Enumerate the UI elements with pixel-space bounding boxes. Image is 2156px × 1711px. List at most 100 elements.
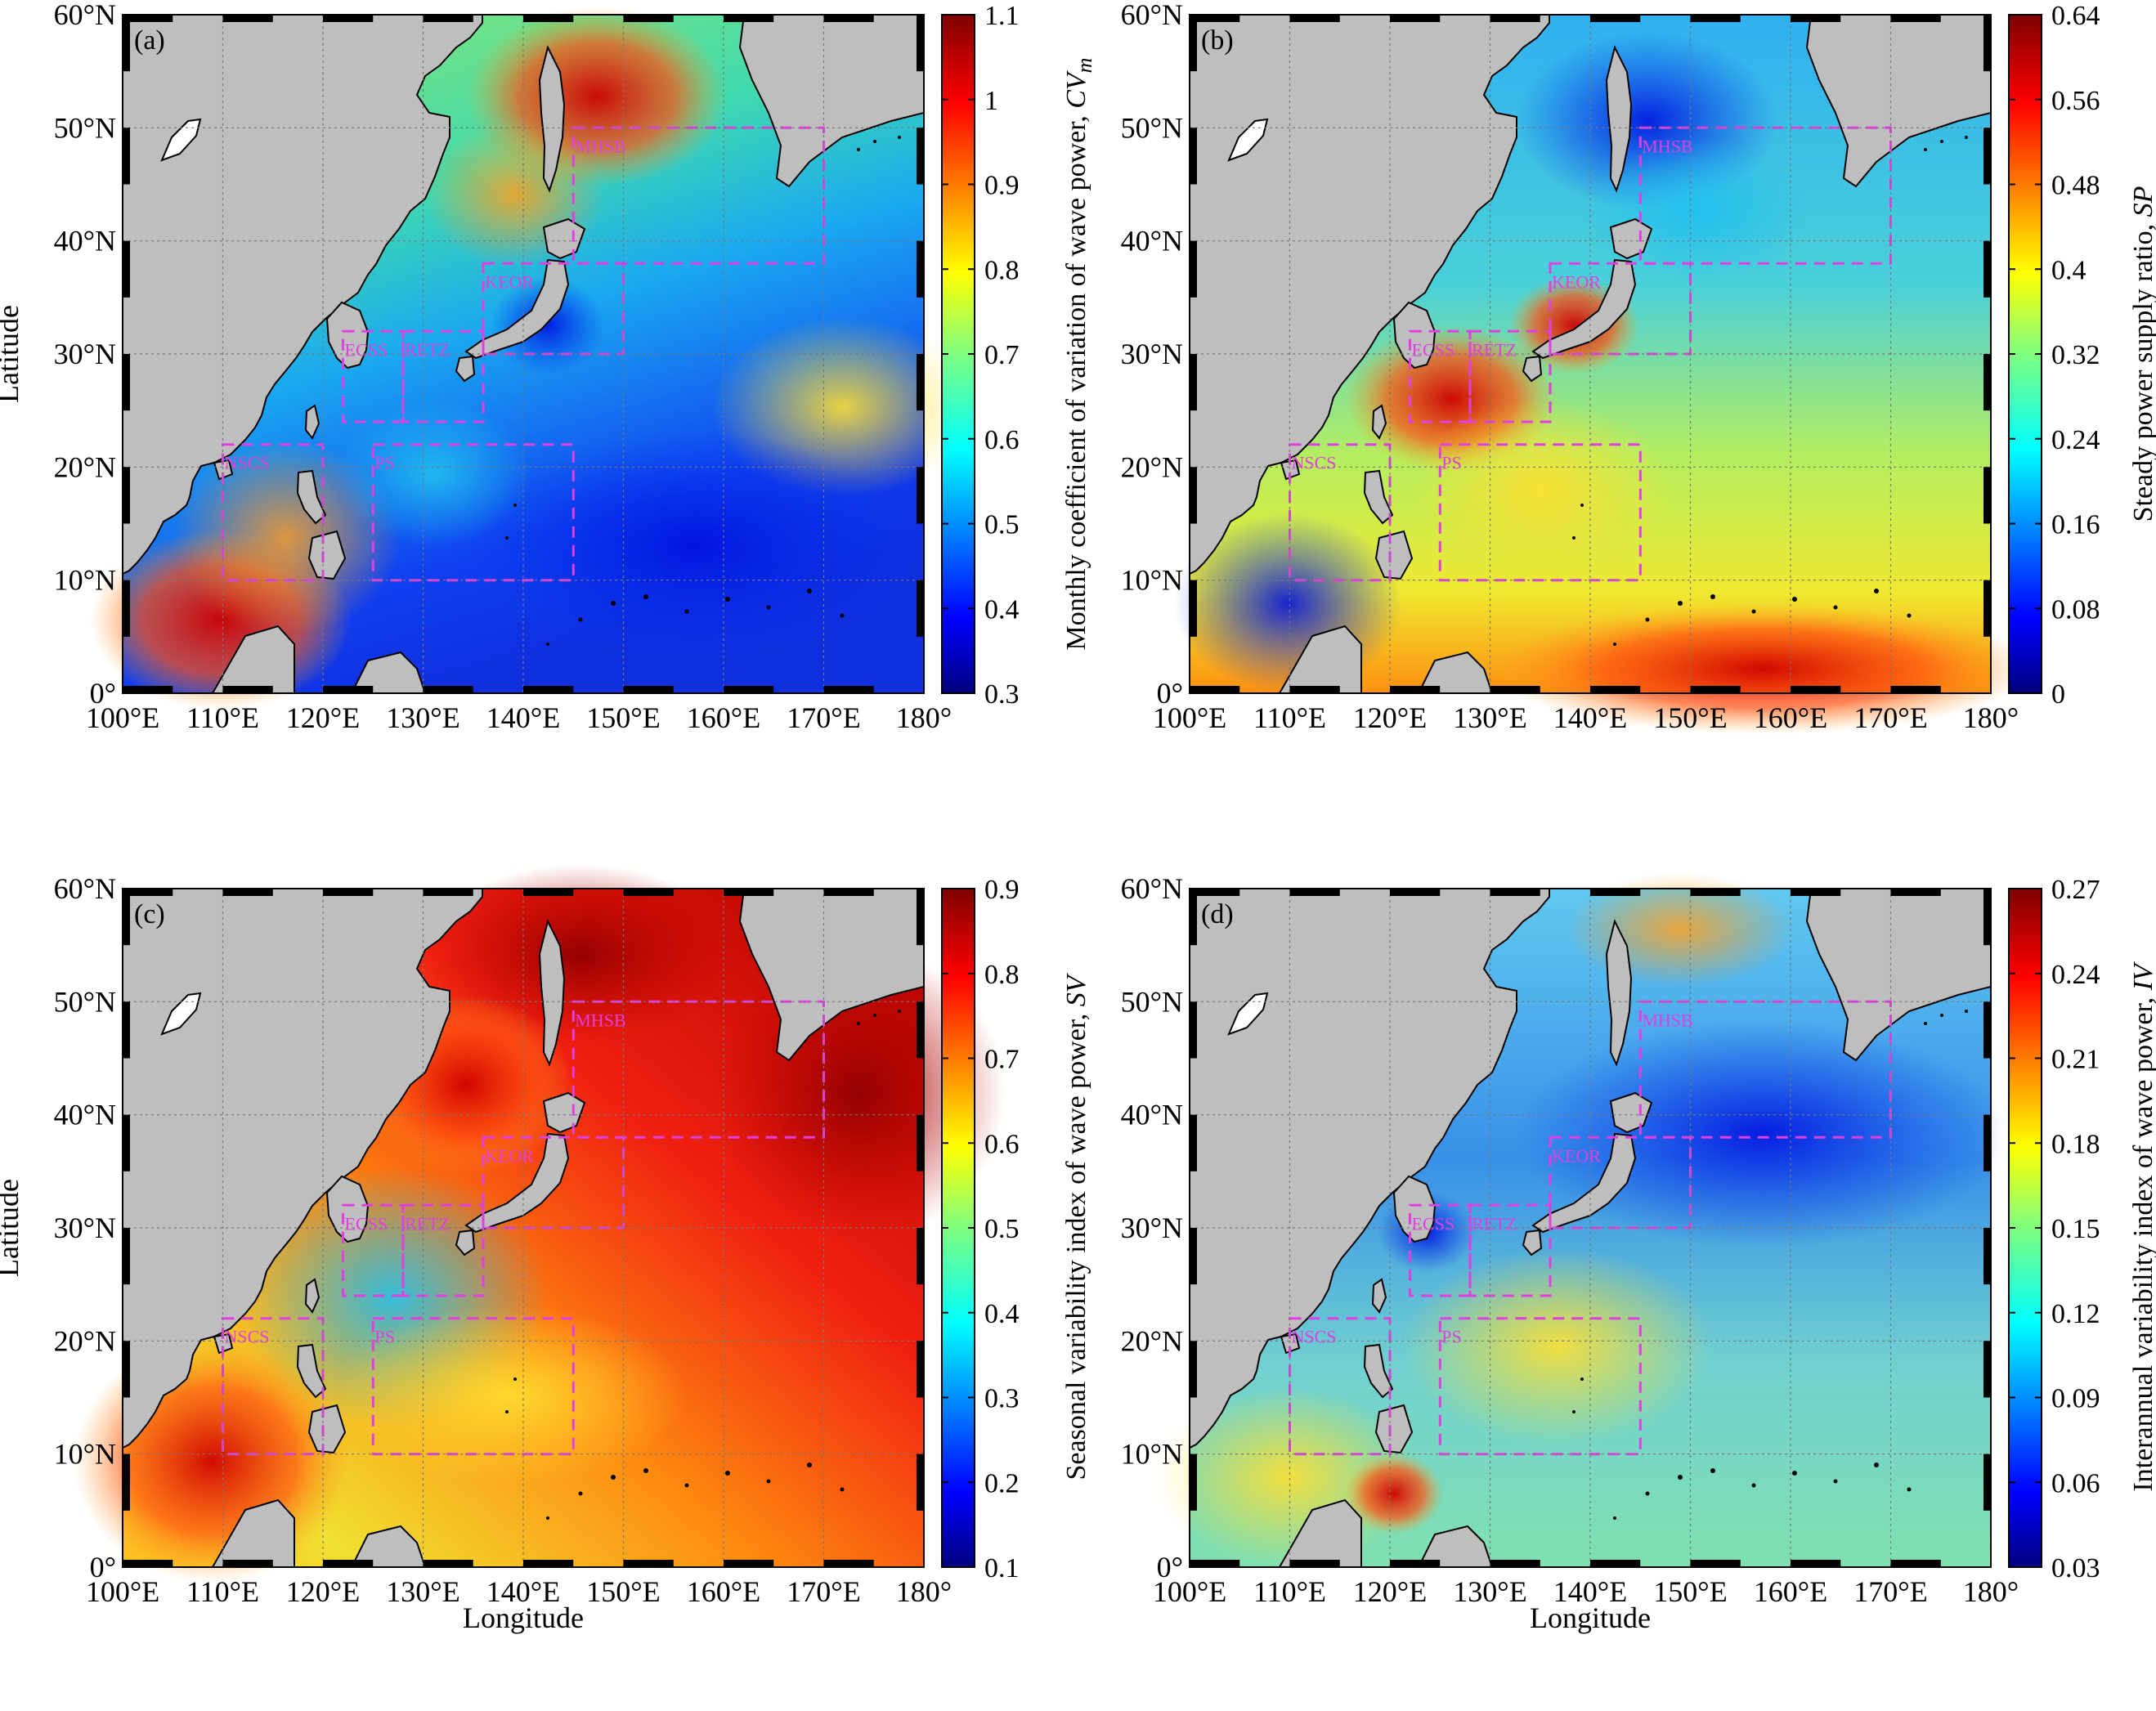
frame-tick (423, 889, 473, 896)
lon-tick-label: 150°E (1653, 1575, 1727, 1608)
lat-tick-label: 10°N (1121, 564, 1183, 597)
panel-overlay-2: MHSB KEOR ECSS RETZ NSCS PS (b) 100°E 110°E 120°E… (1121, 0, 2156, 734)
colorbar-tick-label: 0.5 (984, 510, 1020, 540)
lon-tick-label: 160°E (687, 1575, 760, 1608)
colorbar-title: Seasonal variability index of wave power… (1061, 972, 1091, 1480)
colorbar-tick-label: 0.08 (2051, 594, 2100, 625)
frame-tick (1390, 1560, 1441, 1567)
lat-tick-label: 40°N (1121, 1099, 1183, 1131)
region-label-keor: KEOR (485, 271, 534, 292)
frame-tick (1890, 15, 1941, 22)
frame-tick (123, 1228, 130, 1285)
colorbar-tick-label: 0.2 (984, 1468, 1020, 1498)
frame-tick (123, 889, 130, 946)
frame-tick (123, 15, 173, 22)
frame-tick (917, 354, 924, 411)
frame-tick (222, 1560, 273, 1567)
frame-tick (1190, 467, 1197, 524)
colorbar-tick-label: 0.7 (984, 1045, 1020, 1075)
lon-tick-label: 140°E (1553, 701, 1627, 734)
lon-tick-label: 140°E (486, 1575, 560, 1608)
colorbar-tick-label: 0.09 (2051, 1384, 2100, 1414)
frame-tick (1590, 15, 1641, 22)
panel-c (74, 864, 1006, 1583)
frame-tick (1390, 15, 1441, 22)
frame-tick (123, 1560, 173, 1567)
frame-tick (222, 15, 273, 22)
frame-tick (1190, 1228, 1197, 1285)
frame-tick (123, 889, 173, 896)
frame-tick (1190, 15, 1240, 22)
frame-tick (1890, 889, 1941, 896)
lat-tick-label: 10°N (54, 564, 116, 597)
panel-overlay-4: MHSB KEOR ECSS RETZ NSCS PS (d) 100°E 110°E 120°E… (1121, 872, 2156, 1634)
lon-tick-label: 100°E (1153, 1575, 1226, 1608)
frame-tick (1289, 889, 1340, 896)
colorbar-tick-label: 0.9 (984, 875, 1020, 905)
colorbar-tick-label: 0.56 (2051, 86, 2100, 116)
panel-d (1157, 872, 2007, 1568)
colorbar-tick-label: 0.64 (2051, 1, 2100, 31)
region-label-nscs: NSCS (1292, 1327, 1337, 1347)
frame-tick (1490, 889, 1540, 896)
y-axis-label: Latitude (0, 1179, 25, 1277)
frame-tick (1983, 1001, 1991, 1059)
panel-overlay-3: MHSB KEOR ECSS RETZ NSCS PS (c) 100°E 110°E 120°E… (0, 872, 1091, 1634)
lon-tick-label: 150°E (1653, 701, 1727, 734)
frame-tick (1690, 1560, 1741, 1567)
lon-tick-label: 110°E (186, 1575, 259, 1608)
colorbar-tick-label: 0.4 (2051, 255, 2087, 285)
lon-tick-label: 130°E (386, 1575, 459, 1608)
frame-tick (623, 15, 674, 22)
colorbar-title: Monthly coefficient of variation of wave… (1061, 58, 1096, 651)
lon-tick-label: 140°E (486, 701, 560, 734)
region-label-mhsb: MHSB (1642, 136, 1692, 156)
colorbar-tick-label: 0.1 (984, 1553, 1020, 1583)
lon-tick-label: 150°E (586, 701, 660, 734)
lon-tick-label: 110°E (1253, 1575, 1326, 1608)
frame-tick (523, 686, 574, 693)
frame-tick (1590, 1560, 1641, 1567)
frame-tick (423, 686, 473, 693)
frame-tick (823, 889, 874, 896)
frame-tick (123, 240, 130, 298)
lon-tick-label: 180° (896, 1575, 952, 1608)
frame-tick (917, 240, 924, 298)
frame-tick (1190, 889, 1240, 896)
frame-tick (917, 889, 924, 946)
frame-tick (1983, 1228, 1991, 1285)
lon-tick-label: 100°E (1153, 701, 1226, 734)
frame-tick (1190, 1114, 1197, 1171)
panel-letter: (b) (1201, 25, 1234, 56)
lat-tick-label: 10°N (54, 1438, 116, 1471)
frame-tick (523, 15, 574, 22)
frame-tick (123, 354, 130, 411)
lon-tick-label: 120°E (286, 701, 360, 734)
colorbar-tick-label: 0.21 (2051, 1045, 2100, 1075)
lon-tick-label: 180° (1963, 1575, 2019, 1608)
lon-tick-label: 100°E (86, 1575, 159, 1608)
lat-tick-label: 60°N (1121, 0, 1183, 31)
frame-tick (917, 467, 924, 524)
lat-tick-label: 60°N (1121, 872, 1183, 905)
frame-tick (724, 889, 774, 896)
frame-tick (1983, 889, 1991, 946)
frame-tick (1590, 686, 1641, 693)
lon-tick-label: 170°E (1853, 1575, 1927, 1608)
lat-tick-label: 40°N (54, 225, 116, 258)
lat-tick-label: 20°N (1121, 1324, 1183, 1357)
frame-tick (1390, 686, 1441, 693)
colorbar-tick-label: 0.15 (2051, 1214, 2100, 1244)
lon-tick-label: 160°E (1754, 701, 1827, 734)
frame-tick (123, 15, 130, 72)
region-label-mhsb: MHSB (575, 1010, 625, 1030)
lat-tick-label: 30°N (54, 338, 116, 370)
frame-tick (917, 1453, 924, 1511)
frame-tick (917, 128, 924, 185)
region-label-ecss: ECSS (1412, 1213, 1455, 1234)
frame-tick (1289, 1560, 1340, 1567)
colorbar-tick-label: 1.1 (984, 1, 1020, 31)
frame-tick (1791, 1560, 1841, 1567)
frame-tick (724, 686, 774, 693)
frame-tick (1690, 889, 1741, 896)
